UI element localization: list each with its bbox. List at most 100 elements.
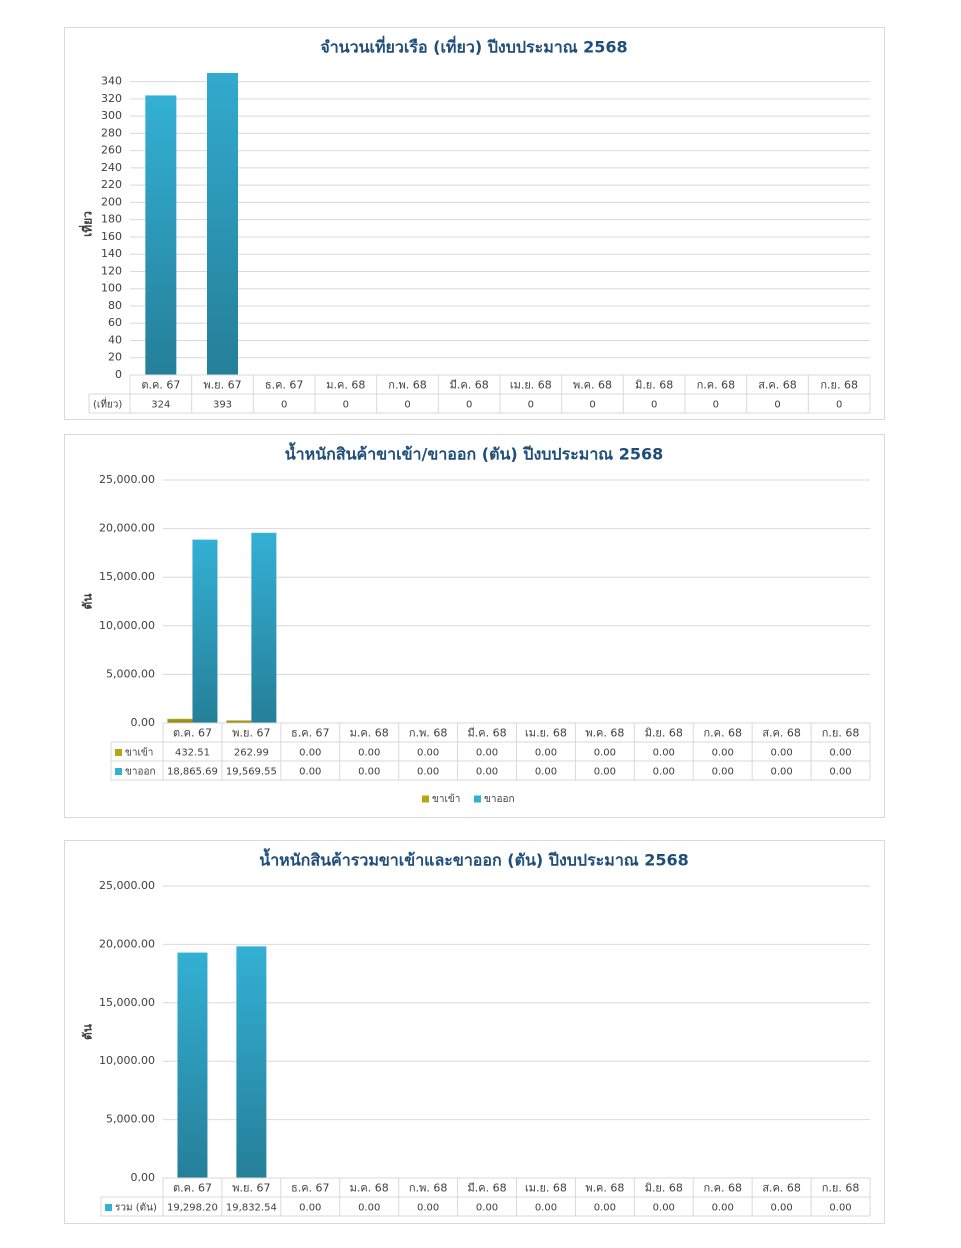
x-tick-label: มี.ค. 68 (467, 1182, 506, 1195)
table-cell: 0 (713, 400, 719, 411)
table-row-label: ขาออก (125, 767, 156, 778)
bar (251, 532, 277, 723)
y-tick-label: 220 (101, 178, 122, 191)
y-tick-label: 10,000.00 (99, 1054, 155, 1067)
table-cell: 18,865.69 (167, 767, 218, 778)
x-tick-label: พ.ย. 67 (232, 727, 270, 740)
table-cell: 0.00 (594, 1203, 616, 1214)
y-tick-label: 340 (101, 75, 122, 88)
x-tick-label: ส.ค. 68 (758, 379, 797, 392)
table-cell: 0.00 (417, 1203, 439, 1214)
bars (177, 946, 267, 1178)
y-tick-label: 200 (101, 195, 122, 208)
x-tick-label: ธ.ค. 67 (291, 727, 330, 740)
y-tick-label: 15,000.00 (99, 570, 155, 583)
table-cell: 19,298.20 (167, 1203, 218, 1214)
y-tick-label: 320 (101, 92, 122, 105)
bar (192, 539, 218, 723)
table-cell: 0.00 (358, 748, 380, 759)
legend-label: ขาออก (484, 794, 515, 805)
y-tick-label: 300 (101, 109, 122, 122)
chart-title: น้ำหนักสินค้ารวมขาเข้าและขาออก (ตัน) ปีง… (259, 848, 689, 870)
table-cell: 0.00 (358, 767, 380, 778)
x-tick-label: เม.ย. 68 (525, 727, 567, 740)
y-tick-label: 15,000.00 (99, 996, 155, 1009)
table-cell: 0.00 (476, 1203, 498, 1214)
table-cell: 0 (528, 400, 534, 411)
x-tick-label: ก.ย. 68 (822, 1182, 860, 1195)
y-tick-label: 20 (108, 351, 122, 364)
table-cell: 0.00 (829, 767, 851, 778)
table-cell: 19,832.54 (226, 1203, 277, 1214)
table-cell: 0 (651, 400, 657, 411)
x-tick-label: ก.พ. 68 (409, 727, 447, 740)
table-cell: 0 (774, 400, 780, 411)
x-tick-label: เม.ย. 68 (525, 1182, 567, 1195)
table-cell: 0.00 (712, 1203, 734, 1214)
x-tick-label: ส.ค. 68 (762, 727, 801, 740)
bar (167, 718, 193, 723)
x-tick-label: พ.ย. 67 (203, 379, 241, 392)
x-tick-label: ธ.ค. 67 (291, 1182, 330, 1195)
table-cell: 0.00 (829, 1203, 851, 1214)
legend-label: ขาเข้า (432, 793, 460, 805)
table-cell: 0 (836, 400, 842, 411)
y-tick-label: 100 (101, 282, 122, 295)
y-tick-label: 20,000.00 (99, 522, 155, 535)
x-tick-label: มิ.ย. 68 (635, 379, 673, 392)
legend-swatch (474, 795, 481, 803)
bar (177, 952, 208, 1178)
y-tick-label: 240 (101, 161, 122, 174)
chart-title: น้ำหนักสินค้าขาเข้า/ขาออก (ตัน) ปีงบประม… (285, 442, 664, 464)
table-cell: 0.00 (712, 748, 734, 759)
legend-swatch (115, 749, 122, 756)
table-row-label: ขาเข้า (125, 747, 153, 759)
y-tick-label: 25,000.00 (99, 879, 155, 892)
table-cell: 0.00 (476, 767, 498, 778)
chart-title: จำนวนเที่ยวเรือ (เที่ยว) ปีงบประมาณ 2568 (320, 36, 627, 57)
x-tick-label: ก.ค. 68 (703, 1182, 742, 1195)
y-tick-label: 10,000.00 (99, 619, 155, 632)
legend-swatch (115, 768, 122, 775)
table-cell: 0.00 (535, 1203, 557, 1214)
bar (226, 720, 252, 723)
bars (145, 73, 238, 375)
table-row-label: (เที่ยว) (93, 397, 122, 411)
table-cell: 0.00 (299, 1203, 321, 1214)
x-tick-label: มิ.ย. 68 (645, 1182, 683, 1195)
y-tick-label: 80 (108, 299, 122, 312)
table-cell: 0.00 (594, 748, 616, 759)
x-tick-label: ก.ค. 68 (703, 727, 742, 740)
legend-swatch (105, 1204, 112, 1211)
table-cell: 0.00 (829, 748, 851, 759)
table-cell: 0 (589, 400, 595, 411)
table-cell: 0.00 (299, 767, 321, 778)
x-tick-label: พ.ค. 68 (585, 1182, 624, 1195)
table-cell: 0 (466, 400, 472, 411)
bar (236, 946, 267, 1178)
y-axis-label: เที่ยว (79, 211, 95, 237)
table-cell: 0.00 (770, 748, 792, 759)
y-tick-label: 180 (101, 213, 122, 226)
y-tick-label: 60 (108, 316, 122, 329)
y-tick-label: 5,000.00 (106, 667, 155, 680)
x-tick-label: พ.ค. 68 (585, 727, 624, 740)
table-cell: 0.00 (358, 1203, 380, 1214)
table-cell: 432.51 (175, 748, 210, 759)
x-tick-label: มิ.ย. 68 (645, 727, 683, 740)
table-cell: 0 (281, 400, 287, 411)
table-cell: 324 (151, 400, 170, 411)
y-tick-label: 0.00 (131, 1171, 156, 1184)
y-tick-label: 20,000.00 (99, 937, 155, 950)
x-tick-label: ธ.ค. 67 (265, 379, 304, 392)
y-tick-label: 140 (101, 247, 122, 260)
table-row-label: รวม (ตัน) (115, 1203, 157, 1214)
table-cell: 0.00 (770, 767, 792, 778)
x-tick-label: ส.ค. 68 (762, 1182, 801, 1195)
x-tick-label: ม.ค. 68 (326, 379, 365, 392)
x-tick-label: พ.ค. 68 (573, 379, 612, 392)
table-cell: 0.00 (712, 767, 734, 778)
y-tick-label: 0 (115, 368, 122, 381)
chart-frame (64, 27, 885, 420)
